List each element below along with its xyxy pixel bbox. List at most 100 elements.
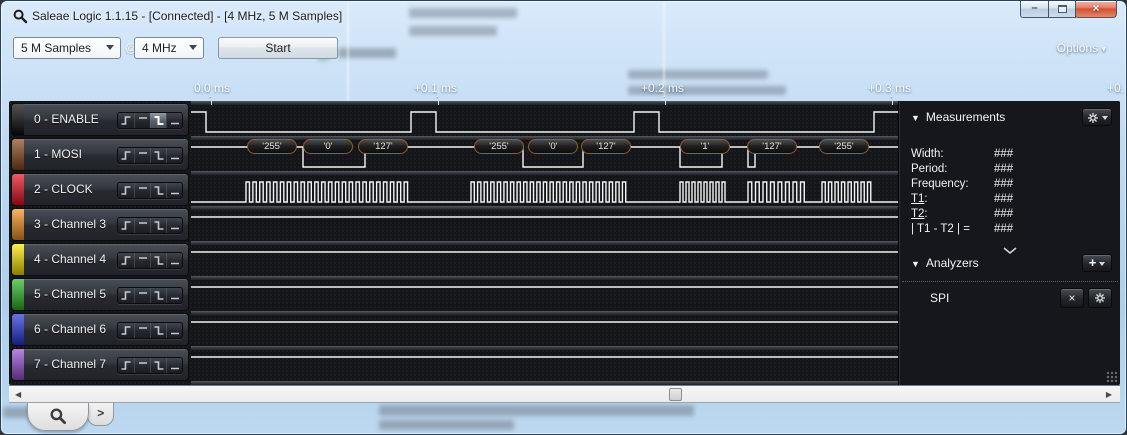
trigger-button-low-level[interactable]: [166, 183, 182, 198]
expand-tools-tab[interactable]: >: [87, 403, 114, 426]
channel-label: 3 - Channel 3: [34, 217, 107, 231]
scroll-right-icon[interactable]: ▶: [1105, 390, 1112, 399]
timeline-tick-arrow-icon: ↓: [889, 89, 894, 99]
measurements-settings-button[interactable]: [1082, 108, 1112, 126]
analyzers-header[interactable]: ▼ Analyzers: [911, 256, 979, 270]
gear-icon: [1095, 293, 1105, 303]
trigger-button-falling-edge[interactable]: [150, 288, 166, 303]
trigger-button-group: [117, 252, 183, 269]
trigger-button-falling-edge[interactable]: [150, 148, 166, 163]
scrollbar-thumb[interactable]: [669, 388, 682, 401]
channel-row-4[interactable]: 4 - Channel 4: [11, 243, 189, 276]
maximize-button[interactable]: [1048, 1, 1076, 18]
trigger-button-falling-edge[interactable]: [150, 358, 166, 373]
trigger-button-high-level[interactable]: [134, 218, 150, 233]
background-blur: [379, 420, 514, 430]
trigger-button-high-level[interactable]: [134, 253, 150, 268]
horizontal-scrollbar[interactable]: ◀ ▶: [9, 385, 1120, 403]
trigger-button-low-level[interactable]: [166, 323, 182, 338]
add-analyzer-button[interactable]: +: [1082, 254, 1112, 272]
measurement-row: Frequency: ###: [911, 177, 1114, 192]
plus-icon: +: [1088, 255, 1097, 270]
channel-color-stripe: [12, 104, 24, 135]
trigger-button-low-level[interactable]: [166, 358, 182, 373]
trigger-button-rising-edge[interactable]: [118, 113, 134, 128]
channel-row-7[interactable]: 7 - Channel 7: [11, 348, 189, 381]
trigger-button-falling-edge[interactable]: [150, 183, 166, 198]
trigger-button-high-level[interactable]: [134, 183, 150, 198]
remove-analyzer-button[interactable]: ×: [1060, 288, 1084, 308]
timeline-tick: [211, 101, 212, 105]
channel-row-5[interactable]: 5 - Channel 5: [11, 278, 189, 311]
channel-row-0[interactable]: 0 - ENABLE: [11, 103, 189, 136]
sample-rate-dropdown[interactable]: 4 MHz: [134, 37, 204, 59]
trigger-button-high-level[interactable]: [134, 148, 150, 163]
trigger-button-high-level[interactable]: [134, 323, 150, 338]
row-divider: [191, 241, 898, 245]
zoom-tool-tab[interactable]: [27, 403, 89, 431]
channel-color-stripe: [12, 139, 24, 170]
trigger-button-group: [117, 112, 183, 129]
samples-dropdown[interactable]: 5 M Samples: [13, 37, 121, 59]
channel-row-6[interactable]: 6 - Channel 6: [11, 313, 189, 346]
analyzer-settings-button[interactable]: [1088, 288, 1112, 308]
chevron-down-icon: [106, 45, 114, 50]
measurements-header[interactable]: ▼ Measurements: [911, 110, 1005, 124]
trigger-button-rising-edge[interactable]: [118, 288, 134, 303]
channel-label: 6 - Channel 6: [34, 322, 107, 336]
row-divider: [191, 171, 898, 175]
trigger-button-low-level[interactable]: [166, 218, 182, 233]
channel-row-1[interactable]: 1 - MOSI: [11, 138, 189, 171]
background-blur: [379, 405, 694, 416]
measurement-value: ###: [994, 148, 1014, 160]
trigger-button-high-level[interactable]: [134, 288, 150, 303]
trigger-button-falling-edge[interactable]: [150, 113, 166, 128]
channel-row-2[interactable]: 2 - CLOCK: [11, 173, 189, 206]
side-panel: ▼ Measurements Width: ### Period: ### Frequen…: [898, 101, 1120, 385]
titlebar: Saleae Logic 1.1.15 - [Connected] - [4 M…: [1, 1, 1126, 33]
trigger-button-falling-edge[interactable]: [150, 218, 166, 233]
trigger-button-rising-edge[interactable]: [118, 323, 134, 338]
trigger-button-low-level[interactable]: [166, 148, 182, 163]
mosi-frame-bubble: '127': [747, 139, 797, 154]
measurement-label: T1:: [911, 193, 928, 205]
trigger-button-rising-edge[interactable]: [118, 253, 134, 268]
channel-color-stripe: [12, 174, 24, 205]
analyzers-title: Analyzers: [925, 256, 979, 270]
mosi-frame-bubble: '255': [247, 139, 297, 154]
measurement-value: ###: [994, 208, 1014, 220]
timeline-tick-arrow-icon: ↓: [435, 89, 440, 99]
minimize-button[interactable]: –: [1020, 1, 1049, 18]
trigger-button-falling-edge[interactable]: [150, 253, 166, 268]
measurement-row: T1: ###: [911, 192, 1114, 207]
scroll-left-icon[interactable]: ◀: [15, 390, 22, 399]
trigger-button-falling-edge[interactable]: [150, 323, 166, 338]
measurement-value: ###: [994, 193, 1014, 205]
chevron-down-icon: [1101, 115, 1108, 120]
trigger-button-high-level[interactable]: [134, 358, 150, 373]
trigger-button-rising-edge[interactable]: [118, 358, 134, 373]
trigger-button-rising-edge[interactable]: [118, 183, 134, 198]
start-button[interactable]: Start: [218, 37, 338, 59]
waveforms-svg: [191, 111, 898, 358]
measurement-label-link[interactable]: T2: [911, 208, 925, 220]
trigger-button-group: [117, 287, 183, 304]
trigger-button-rising-edge[interactable]: [118, 218, 134, 233]
timeline-label: +0.: [1107, 81, 1125, 95]
trigger-button-rising-edge[interactable]: [118, 148, 134, 163]
options-menu[interactable]: Options ▾: [1057, 41, 1106, 55]
clock-waveform: [191, 181, 898, 203]
measurement-label-link[interactable]: T1: [911, 193, 925, 205]
trigger-button-low-level[interactable]: [166, 288, 182, 303]
trigger-button-high-level[interactable]: [134, 113, 150, 128]
close-button[interactable]: ×: [1075, 1, 1117, 18]
channel-row-3[interactable]: 3 - Channel 3: [11, 208, 189, 241]
trigger-button-group: [117, 182, 183, 199]
panel-splitter[interactable]: [899, 242, 1120, 260]
measurements-rows: Width: ### Period: ### Frequency: ### T1: ### T2…: [911, 147, 1114, 237]
measurement-label: Period:: [911, 163, 948, 175]
trigger-button-low-level[interactable]: [166, 113, 182, 128]
resize-grip[interactable]: [1106, 371, 1117, 382]
trigger-button-low-level[interactable]: [166, 253, 182, 268]
